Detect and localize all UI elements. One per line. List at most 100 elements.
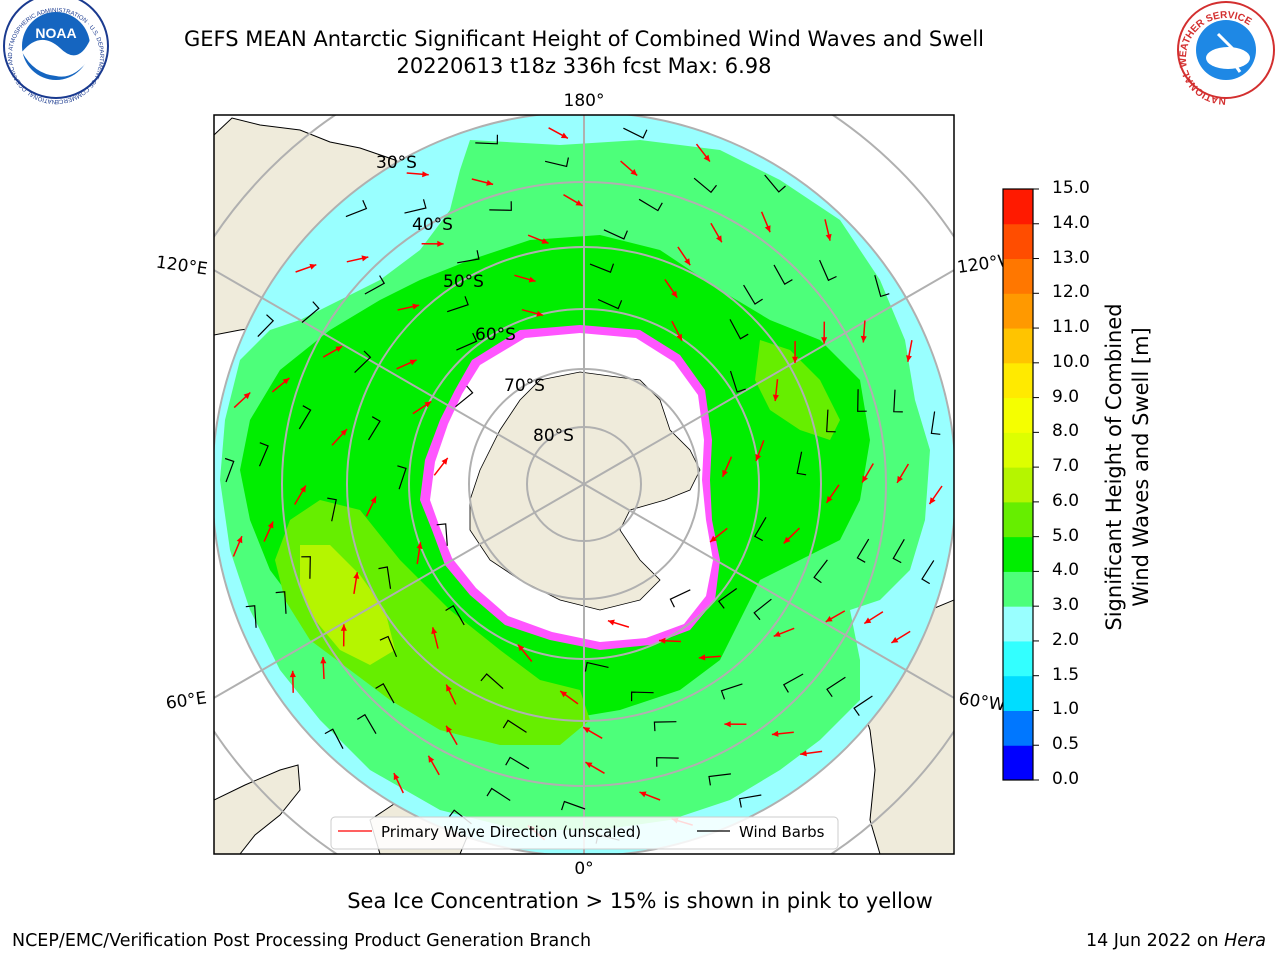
sea-ice-note: Sea Ice Concentration > 15% is shown in …	[347, 889, 933, 913]
wave-arrow-head	[703, 154, 710, 162]
wave-arrow-head	[659, 637, 666, 644]
wave-arrow-head	[424, 401, 432, 408]
wind-barb	[796, 451, 807, 476]
wave-arrow-head	[710, 535, 717, 542]
wind-barb	[764, 174, 786, 193]
wave-arrow-head	[340, 429, 347, 436]
wind-barb	[301, 556, 311, 579]
wind-barb	[874, 275, 890, 298]
colorbar	[1003, 188, 1039, 781]
latitude-labels: 30°S 40°S 50°S 60°S 70°S 80°S	[376, 153, 574, 446]
wind-barb	[892, 539, 905, 564]
colorbar-segment	[1003, 397, 1033, 433]
wave-arrow-head	[860, 335, 867, 343]
wave-arrow-head	[929, 497, 936, 505]
credit-branch: NCEP/EMC/Verification Post Processing Pr…	[12, 931, 592, 951]
wave-arrow-head	[630, 169, 638, 176]
wave-arrow-head	[825, 233, 832, 241]
colorbar-segment	[1003, 432, 1033, 468]
wind-barb	[301, 301, 320, 323]
map-border	[213, 114, 955, 855]
wave-arrow-head	[528, 276, 536, 283]
wave-arrow-head	[309, 263, 317, 270]
noaa-logo-text: NOAA	[35, 25, 76, 41]
wind-barb	[753, 598, 772, 621]
wind-barb	[475, 134, 498, 145]
credit-machine: Hera	[1224, 931, 1266, 951]
wind-barb	[782, 673, 804, 693]
map-legend: Primary Wave Direction (unscaled) Wind B…	[330, 816, 839, 850]
wave-arrow-head	[422, 171, 429, 178]
wave-arrow-head	[300, 485, 306, 493]
wave-arrow-head	[428, 755, 435, 763]
wind-barb	[826, 409, 836, 433]
wind-barb	[589, 263, 615, 273]
credit-date-text: 14 Jun 2022 on	[1085, 931, 1225, 951]
colorbar-segment	[1003, 675, 1033, 711]
wind-barb	[364, 275, 386, 295]
wind-barb	[489, 201, 512, 211]
wave-arrow-head	[891, 637, 899, 643]
wave-arrow-head	[864, 617, 872, 624]
wind-barb	[502, 719, 527, 733]
wind-barb	[753, 516, 767, 542]
legend-barb-label: Wind Barbs	[739, 823, 825, 841]
wave-arrow-head	[393, 773, 400, 781]
wind-barb	[856, 538, 870, 563]
wave-arrow-head	[236, 536, 243, 544]
credit-date: 14 Jun 2022 on Hera	[1086, 931, 1266, 951]
wave-arrow-head	[771, 730, 779, 737]
wind-barb	[354, 350, 372, 374]
wave-arrow-head	[825, 616, 833, 622]
wind-barb	[853, 695, 873, 716]
colorbar-tick-label: 0.5	[1052, 734, 1080, 755]
wave-arrow-head	[698, 654, 706, 661]
lat-label-60s: 60°S	[475, 325, 516, 345]
wave-arrow-head	[517, 644, 525, 652]
chart-title: GEFS MEAN Antarctic Significant Height o…	[183, 27, 985, 51]
colorbar-segment	[1003, 536, 1033, 572]
wave-arrow-head	[361, 255, 369, 262]
wind-barb	[738, 794, 762, 808]
wind-barb	[327, 497, 337, 522]
wind-barb	[584, 661, 609, 672]
wave-arrow-head	[906, 355, 912, 362]
wave-arrow-head	[722, 469, 728, 477]
wave-arrow-head	[289, 670, 296, 678]
wave-arrow-head	[676, 333, 682, 341]
wave-arrow-head	[684, 258, 691, 266]
wave-arrow-head	[862, 475, 868, 483]
colorbar-tick-label: 5.0	[1052, 525, 1080, 546]
colorbar-segment	[1003, 640, 1033, 677]
wind-barb	[324, 728, 344, 749]
colorbar-segment	[1003, 501, 1033, 538]
wind-barb	[505, 756, 530, 770]
wave-arrow-head	[441, 457, 448, 465]
wind-barb	[436, 523, 448, 546]
colorbar-tick-label: 13.0	[1052, 247, 1090, 268]
wind-barb	[245, 605, 257, 628]
wave-arrow-head	[607, 619, 615, 626]
nws-logo: NATIONAL WEATHER SERVICE	[1177, 1, 1275, 106]
wave-arrow-head	[772, 394, 779, 402]
lat-label-40s: 40°S	[412, 215, 453, 235]
wind-barb	[717, 588, 738, 609]
wave-arrow-head	[446, 725, 452, 733]
wave-arrow-head	[783, 536, 791, 544]
wave-arrow-head	[335, 346, 343, 352]
colorbar-segment	[1003, 189, 1033, 225]
wind-barb	[375, 682, 395, 704]
wind-barb	[455, 385, 474, 408]
wind-barb	[638, 198, 663, 212]
wave-arrow-head	[585, 762, 593, 768]
colorbar-tick-label: 1.0	[1052, 699, 1080, 720]
wind-barb	[447, 296, 469, 313]
colorbar-segment	[1003, 223, 1033, 260]
wind-barb	[921, 560, 935, 585]
wave-arrow-head	[560, 132, 568, 139]
wave-arrow-head	[671, 290, 678, 298]
wave-arrow-head	[409, 359, 417, 366]
colorbar-tick-label: 12.0	[1052, 282, 1090, 303]
wave-arrow-head	[764, 225, 771, 233]
wave-arrow-head	[575, 200, 583, 206]
